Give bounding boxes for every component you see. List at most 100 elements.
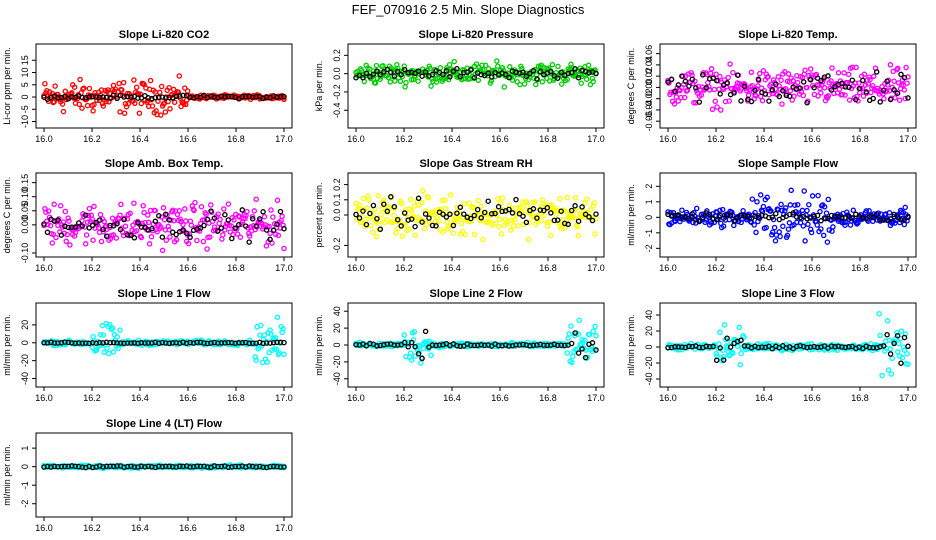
- data-point: [419, 199, 425, 206]
- data-point: [520, 213, 526, 219]
- data-point: [506, 206, 512, 213]
- x-tick-label: 17.0: [275, 134, 293, 144]
- data-point: [152, 218, 159, 225]
- data-point: [804, 84, 810, 91]
- data-point: [754, 199, 760, 205]
- data-point: [408, 357, 415, 363]
- x-tick-label: 16.8: [227, 134, 245, 144]
- data-point: [481, 342, 488, 349]
- data-point: [378, 211, 384, 218]
- data-point: [268, 331, 274, 337]
- data-point: [267, 340, 273, 346]
- data-point: [551, 72, 558, 79]
- data-point: [121, 340, 127, 347]
- points: [41, 196, 287, 254]
- data-point: [548, 210, 554, 216]
- data-point: [110, 339, 117, 346]
- data-point: [736, 324, 743, 331]
- data-point: [780, 88, 786, 94]
- data-point: [814, 75, 821, 81]
- data-point: [880, 217, 887, 223]
- data-point: [589, 340, 596, 346]
- data-point: [738, 98, 744, 104]
- x-tick-label: 17.0: [899, 134, 917, 144]
- data-point: [891, 87, 897, 93]
- data-point: [572, 195, 579, 201]
- data-point: [273, 346, 280, 353]
- data-point: [158, 224, 164, 230]
- data-point: [62, 88, 69, 95]
- data-point: [902, 95, 908, 102]
- data-point: [356, 205, 362, 212]
- data-point: [790, 210, 796, 216]
- data-point: [281, 93, 287, 100]
- data-point: [41, 340, 47, 346]
- data-point: [738, 350, 744, 357]
- data-point: [263, 227, 270, 233]
- data-point: [828, 87, 835, 93]
- panel-title: Slope Amb. Box Temp.: [105, 158, 224, 170]
- data-point: [901, 334, 908, 341]
- data-point: [792, 202, 798, 208]
- x-tick-label: 16.8: [539, 263, 557, 273]
- data-point: [492, 210, 498, 217]
- data-point: [861, 71, 868, 78]
- data-point: [471, 231, 478, 238]
- data-point: [204, 340, 211, 347]
- data-point: [449, 211, 456, 218]
- data-point: [495, 342, 502, 349]
- data-point: [53, 234, 59, 241]
- x-tick-label: 16.6: [491, 393, 509, 403]
- data-point: [482, 62, 489, 69]
- data-point: [381, 201, 387, 207]
- data-point: [177, 216, 183, 222]
- data-point: [242, 223, 249, 229]
- data-point: [523, 73, 530, 80]
- data-point: [768, 208, 774, 214]
- data-point: [412, 232, 419, 238]
- data-point: [800, 92, 807, 99]
- panel-5: Slope Gas Stream RH percent per min. 16.0 1…: [314, 158, 605, 273]
- x-tick-label: 17.0: [587, 263, 605, 273]
- data-point: [461, 201, 468, 207]
- data-point: [225, 93, 232, 100]
- data-point: [696, 218, 703, 225]
- data-point: [818, 226, 824, 232]
- data-point: [171, 99, 178, 106]
- data-point: [82, 241, 89, 247]
- data-point: [793, 209, 799, 215]
- data-point: [891, 211, 897, 218]
- data-point: [520, 69, 526, 75]
- data-point: [880, 343, 887, 349]
- data-point: [800, 79, 807, 85]
- x-tick-label: 17.0: [275, 523, 293, 533]
- data-point: [710, 75, 716, 81]
- data-point: [672, 88, 678, 95]
- data-point: [748, 69, 755, 76]
- data-point: [162, 340, 169, 346]
- data-point: [65, 224, 72, 231]
- data-point: [201, 222, 207, 229]
- data-point: [117, 212, 123, 218]
- data-point: [239, 93, 246, 100]
- y-tick-label: 40: [644, 310, 654, 320]
- data-point: [149, 103, 156, 109]
- data-point: [458, 220, 465, 227]
- data-point: [450, 222, 457, 229]
- data-point: [794, 201, 801, 208]
- data-point: [166, 463, 172, 470]
- panel-3: Slope Li-820 Temp. degrees C per min. 16.0…: [626, 29, 917, 144]
- data-point: [121, 216, 127, 223]
- data-point: [730, 350, 736, 356]
- data-point: [887, 351, 894, 357]
- data-point: [429, 222, 436, 229]
- data-point: [59, 101, 66, 107]
- data-point: [853, 64, 859, 71]
- data-point: [734, 215, 741, 221]
- data-point: [267, 463, 273, 470]
- data-point: [135, 95, 141, 101]
- data-point: [769, 229, 776, 235]
- data-point: [832, 344, 838, 350]
- data-point: [578, 80, 584, 86]
- data-point: [564, 76, 571, 83]
